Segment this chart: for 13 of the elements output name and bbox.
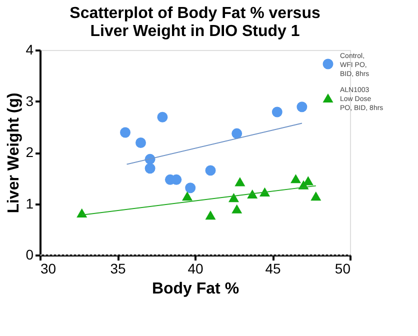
- y-tick-label: 4: [26, 42, 34, 58]
- y-tick-label: 2: [26, 144, 34, 160]
- x-tick-label: 35: [110, 260, 126, 276]
- x-tick-label: 50: [334, 260, 351, 276]
- y-tick-label: 0: [26, 246, 34, 262]
- x-axis-title: Body Fat %: [152, 280, 240, 298]
- y-tick-label: 3: [26, 92, 34, 109]
- x-tick-label: 45: [265, 260, 281, 276]
- x-tick-label: 30: [40, 260, 56, 276]
- x-tick-label: 40: [188, 260, 204, 276]
- chart-title: Scatterplot of Body Fat % versus Liver Weight in DIO Study 1: [70, 5, 320, 40]
- y-tick-label: 1: [26, 195, 34, 212]
- y-axis-title: Liver Weight (g): [6, 92, 23, 214]
